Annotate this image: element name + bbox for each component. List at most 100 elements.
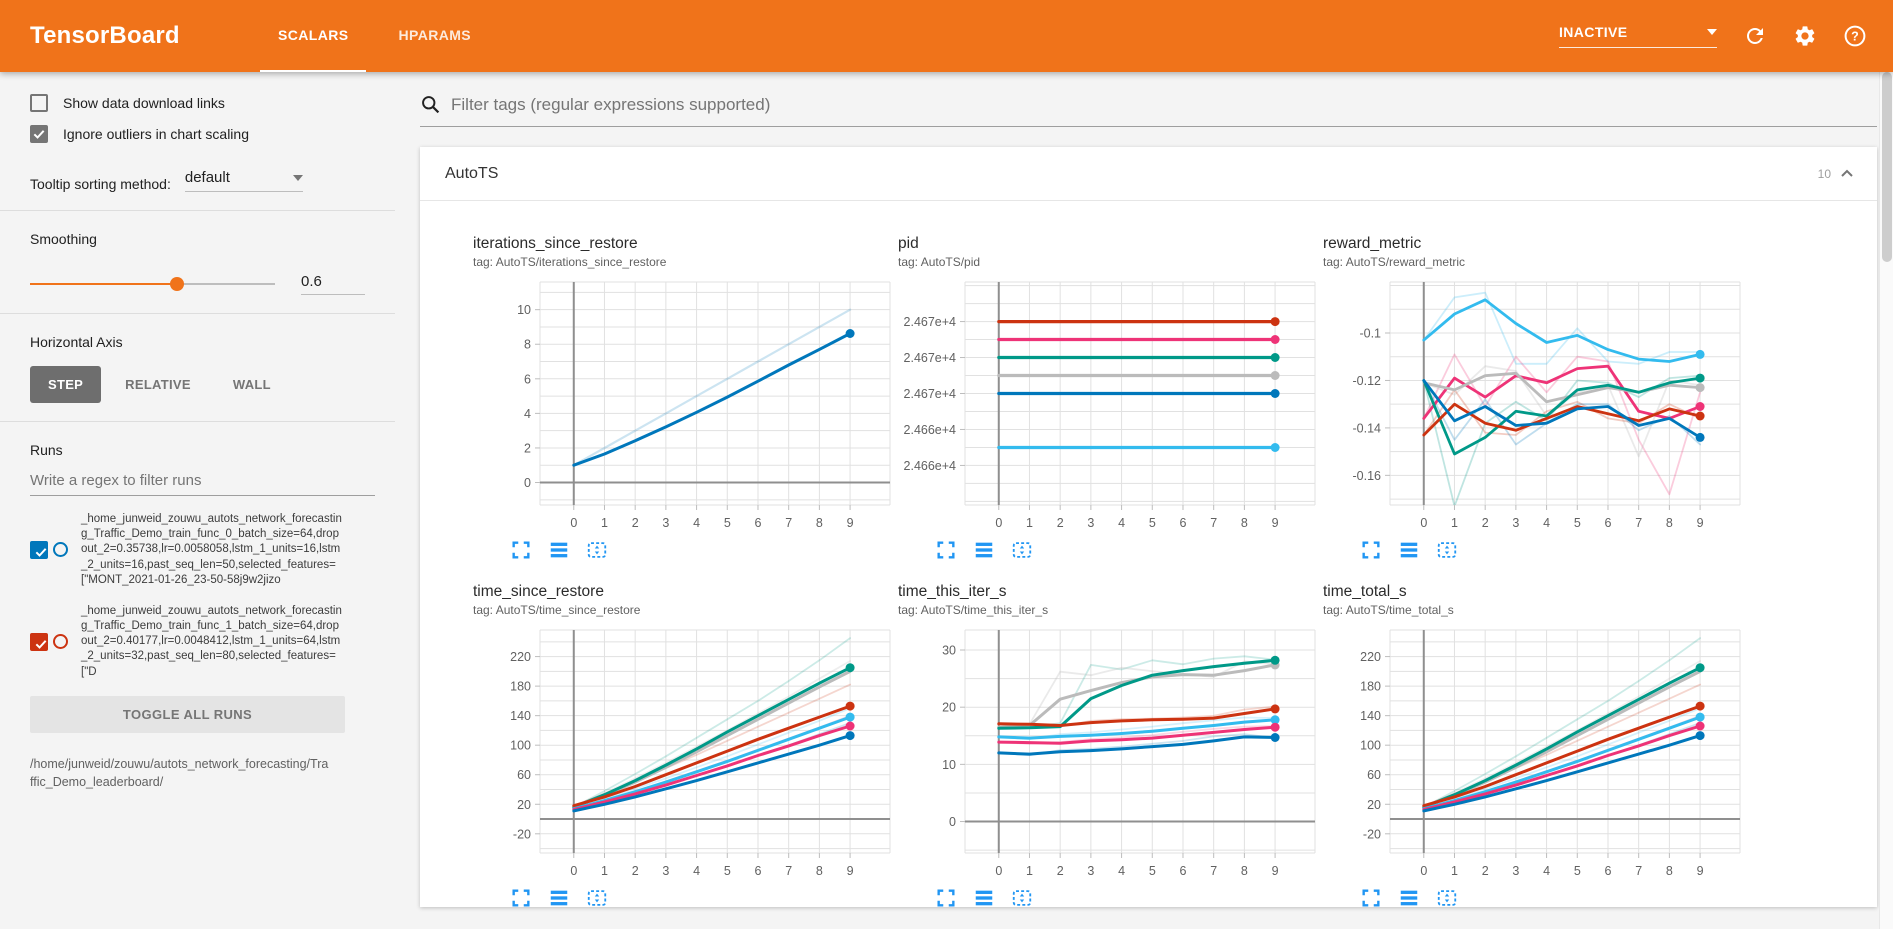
ignore-outliers-label: Ignore outliers in chart scaling: [63, 126, 249, 142]
chart-tag: tag: AutoTS/time_this_iter_s: [898, 603, 1049, 617]
chart-card: time_since_restore tag: AutoTS/time_sinc…: [470, 583, 895, 909]
smoothing-slider-fill: [30, 283, 177, 285]
expand-chart-button[interactable]: [510, 539, 532, 561]
svg-text:4: 4: [693, 516, 700, 530]
settings-sidebar: Show data download links Ignore outliers…: [0, 72, 395, 929]
svg-text:7: 7: [1210, 864, 1217, 878]
tab-hparams[interactable]: HPARAMS: [398, 27, 472, 43]
fit-domain-button[interactable]: [1436, 887, 1458, 909]
chart-actions: [510, 539, 895, 561]
svg-text:3: 3: [662, 864, 669, 878]
chart-plot[interactable]: -20 20 60 100 140 180 220 0 1 2 3 4 5 6 7 8 9: [470, 625, 895, 883]
chevron-down-icon: [1707, 29, 1717, 35]
help-button[interactable]: ?: [1843, 24, 1867, 48]
chart-tag: tag: AutoTS/time_total_s: [1323, 603, 1454, 617]
svg-text:8: 8: [1241, 864, 1248, 878]
scrollbar-thumb[interactable]: [1882, 72, 1892, 262]
reload-status-dropdown[interactable]: INACTIVE: [1559, 24, 1717, 48]
axis-relative-button[interactable]: RELATIVE: [107, 366, 209, 403]
chart-plot[interactable]: 2.467e+4 2.467e+4 2.467e+4 2.466e+4 2.466e+4…: [895, 277, 1320, 535]
svg-text:0: 0: [1420, 864, 1427, 878]
expand-chart-button[interactable]: [935, 887, 957, 909]
svg-text:4: 4: [1118, 864, 1125, 878]
show-download-links-row[interactable]: Show data download links: [30, 94, 375, 112]
fit-domain-button[interactable]: [1436, 539, 1458, 561]
svg-text:7: 7: [1635, 864, 1642, 878]
tag-group-title: AutoTS: [445, 164, 499, 182]
run-list: _home_junweid_zouwu_autots_network_forec…: [30, 512, 375, 680]
svg-text:9: 9: [1697, 864, 1704, 878]
toggle-y-axis-button[interactable]: [1398, 539, 1420, 561]
svg-text:4: 4: [524, 407, 531, 421]
svg-text:20: 20: [1367, 798, 1381, 812]
run-visibility-checkbox[interactable]: [30, 540, 48, 559]
tab-bar: SCALARS HPARAMS: [260, 0, 489, 72]
expand-chart-button[interactable]: [1360, 539, 1382, 561]
run-solo-radio[interactable]: [53, 634, 68, 650]
ignore-outliers-row[interactable]: Ignore outliers in chart scaling: [30, 125, 375, 143]
run-solo-radio[interactable]: [53, 542, 68, 558]
ignore-outliers-checkbox[interactable]: [30, 125, 48, 143]
chevron-up-icon: [1841, 169, 1853, 177]
toggle-y-axis-button[interactable]: [548, 887, 570, 909]
svg-text:5: 5: [1149, 516, 1156, 530]
fit-domain-button[interactable]: [586, 887, 608, 909]
smoothing-value-input[interactable]: 0.6: [301, 273, 365, 295]
show-download-label: Show data download links: [63, 95, 225, 111]
svg-text:8: 8: [1666, 516, 1673, 530]
smoothing-label: Smoothing: [30, 231, 97, 247]
svg-text:9: 9: [847, 516, 854, 530]
tab-scalars[interactable]: SCALARS: [260, 0, 367, 72]
tag-group-header[interactable]: AutoTS 10: [420, 147, 1877, 201]
run-item: _home_junweid_zouwu_autots_network_forec…: [30, 512, 375, 588]
chart-card: pid tag: AutoTS/pid 2.467e+4 2.467e+4 2.46…: [895, 235, 1320, 561]
expand-chart-button[interactable]: [510, 887, 532, 909]
toggle-y-axis-button[interactable]: [1398, 887, 1420, 909]
fit-domain-button[interactable]: [586, 539, 608, 561]
svg-text:5: 5: [1574, 516, 1581, 530]
expand-chart-button[interactable]: [1360, 887, 1382, 909]
main-scrollbar[interactable]: [1879, 72, 1893, 929]
toggle-y-axis-button[interactable]: [973, 887, 995, 909]
smoothing-slider-thumb[interactable]: [170, 277, 184, 291]
toggle-all-runs-button[interactable]: TOGGLE ALL RUNS: [30, 695, 345, 733]
chart-card: time_this_iter_s tag: AutoTS/time_this_i…: [895, 583, 1320, 909]
chart-plot[interactable]: -20 20 60 100 140 180 220 0 1 2 3 4 5 6 7 8 9: [1320, 625, 1745, 883]
svg-text:1: 1: [1451, 516, 1458, 530]
refresh-button[interactable]: [1743, 24, 1767, 48]
fit-domain-button[interactable]: [1011, 887, 1033, 909]
chart-plot[interactable]: -0.1 -0.12 -0.14 -0.16 0 1 2 3 4 5 6 7 8 9: [1320, 277, 1745, 535]
tag-filter-bar[interactable]: Filter tags (regular expressions support…: [420, 94, 1877, 127]
svg-text:0: 0: [570, 864, 577, 878]
axis-step-button[interactable]: STEP: [30, 366, 102, 403]
collapse-section-button[interactable]: [1839, 166, 1855, 182]
chart-plot[interactable]: 0 10 20 30 0 1 2 3 4 5 6 7 8 9: [895, 625, 1320, 883]
svg-text:-0.16: -0.16: [1353, 469, 1382, 483]
svg-text:100: 100: [1360, 739, 1381, 753]
toggle-y-axis-button[interactable]: [973, 539, 995, 561]
expand-chart-button[interactable]: [935, 539, 957, 561]
svg-text:9: 9: [1272, 864, 1279, 878]
chart-plot[interactable]: 0 2 4 6 8 10 0 1 2 3 4 5 6 7 8 9: [470, 277, 895, 535]
tooltip-sorting-select[interactable]: default: [184, 169, 303, 192]
divider: [0, 313, 395, 314]
run-visibility-checkbox[interactable]: [30, 632, 48, 651]
chart-title: time_this_iter_s: [898, 583, 1007, 600]
axis-wall-button[interactable]: WALL: [215, 366, 289, 403]
fit-domain-button[interactable]: [1011, 539, 1033, 561]
toggle-y-axis-button[interactable]: [548, 539, 570, 561]
svg-text:4: 4: [1543, 516, 1550, 530]
settings-button[interactable]: [1793, 24, 1817, 48]
header-actions: INACTIVE ?: [1559, 0, 1893, 72]
run-name: _home_junweid_zouwu_autots_network_forec…: [81, 513, 342, 586]
runs-filter-input[interactable]: Write a regex to filter runs: [30, 472, 375, 496]
svg-text:0: 0: [949, 815, 956, 829]
svg-text:-0.14: -0.14: [1353, 421, 1382, 435]
smoothing-slider[interactable]: [30, 277, 275, 291]
show-download-checkbox[interactable]: [30, 94, 48, 112]
svg-text:-0.12: -0.12: [1353, 374, 1382, 388]
svg-text:2: 2: [1482, 516, 1489, 530]
svg-text:3: 3: [1087, 864, 1094, 878]
gear-icon: [1795, 26, 1815, 46]
main-content: Filter tags (regular expressions support…: [395, 72, 1893, 929]
